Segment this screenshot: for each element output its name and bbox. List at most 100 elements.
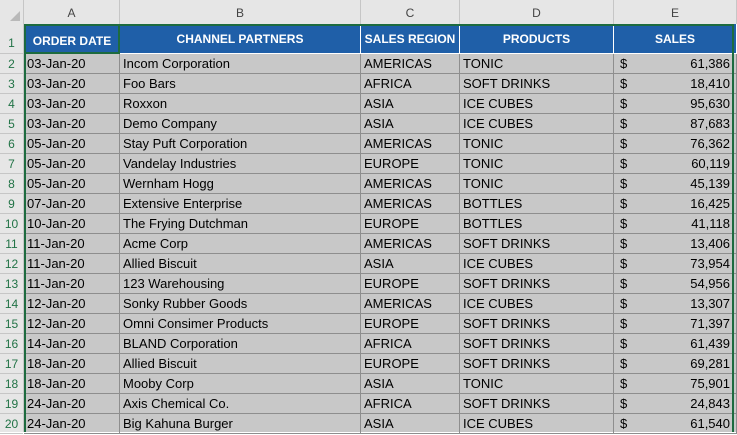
cell-order-date[interactable]: 10-Jan-20 xyxy=(24,214,120,234)
cell-order-date[interactable]: 24-Jan-20 xyxy=(24,394,120,414)
cell-sales[interactable]: $13,307 xyxy=(614,294,737,314)
cell-sales-region[interactable]: AFRICA xyxy=(361,394,460,414)
cell-order-date[interactable]: 11-Jan-20 xyxy=(24,254,120,274)
cell-sales-region[interactable]: ASIA xyxy=(361,94,460,114)
header-sales-region[interactable]: SALES REGION xyxy=(361,24,460,54)
cell-sales[interactable]: $71,397 xyxy=(614,314,737,334)
row-header[interactable]: 2 xyxy=(0,54,23,74)
cell-sales-region[interactable]: AMERICAS xyxy=(361,54,460,74)
row-header[interactable]: 19 xyxy=(0,394,23,414)
cell-sales[interactable]: $61,540 xyxy=(614,414,737,434)
row-header[interactable]: 6 xyxy=(0,134,23,154)
cell-sales-region[interactable]: EUROPE xyxy=(361,314,460,334)
row-header[interactable]: 14 xyxy=(0,294,23,314)
cell-product[interactable]: SOFT DRINKS xyxy=(460,394,614,414)
cell-product[interactable]: TONIC xyxy=(460,374,614,394)
cell-sales[interactable]: $45,139 xyxy=(614,174,737,194)
cell-sales-region[interactable]: AMERICAS xyxy=(361,294,460,314)
cell-product[interactable]: TONIC xyxy=(460,54,614,74)
cell-channel-partner[interactable]: Allied Biscuit xyxy=(120,354,361,374)
row-header[interactable]: 13 xyxy=(0,274,23,294)
cell-sales[interactable]: $95,630 xyxy=(614,94,737,114)
cell-sales-region[interactable]: AMERICAS xyxy=(361,194,460,214)
cell-sales-region[interactable]: ASIA xyxy=(361,374,460,394)
cell-channel-partner[interactable]: Foo Bars xyxy=(120,74,361,94)
cell-channel-partner[interactable]: Vandelay Industries xyxy=(120,154,361,174)
row-header[interactable]: 10 xyxy=(0,214,23,234)
cell-channel-partner[interactable]: Axis Chemical Co. xyxy=(120,394,361,414)
row-header[interactable]: 1 xyxy=(0,24,23,54)
cell-product[interactable]: SOFT DRINKS xyxy=(460,334,614,354)
row-header[interactable]: 4 xyxy=(0,94,23,114)
cell-order-date[interactable]: 05-Jan-20 xyxy=(24,174,120,194)
row-header[interactable]: 12 xyxy=(0,254,23,274)
cell-channel-partner[interactable]: Roxxon xyxy=(120,94,361,114)
cell-sales[interactable]: $54,956 xyxy=(614,274,737,294)
header-order-date[interactable]: ORDER DATE xyxy=(24,24,120,54)
cell-product[interactable]: TONIC xyxy=(460,174,614,194)
cell-product[interactable]: ICE CUBES xyxy=(460,294,614,314)
cell-product[interactable]: SOFT DRINKS xyxy=(460,354,614,374)
cell-order-date[interactable]: 03-Jan-20 xyxy=(24,94,120,114)
cell-sales[interactable]: $76,362 xyxy=(614,134,737,154)
cell-product[interactable]: TONIC xyxy=(460,154,614,174)
cell-channel-partner[interactable]: Extensive Enterprise xyxy=(120,194,361,214)
cell-sales[interactable]: $16,425 xyxy=(614,194,737,214)
cell-order-date[interactable]: 18-Jan-20 xyxy=(24,374,120,394)
cell-order-date[interactable]: 03-Jan-20 xyxy=(24,54,120,74)
cell-product[interactable]: SOFT DRINKS xyxy=(460,314,614,334)
row-header[interactable]: 16 xyxy=(0,334,23,354)
cell-channel-partner[interactable]: 123 Warehousing xyxy=(120,274,361,294)
cell-sales[interactable]: $61,386 xyxy=(614,54,737,74)
header-sales[interactable]: SALES xyxy=(614,24,737,54)
row-header[interactable]: 20 xyxy=(0,414,23,434)
cell-product[interactable]: ICE CUBES xyxy=(460,414,614,434)
row-header[interactable]: 7 xyxy=(0,154,23,174)
cell-product[interactable]: SOFT DRINKS xyxy=(460,274,614,294)
row-header[interactable]: 11 xyxy=(0,234,23,254)
cell-channel-partner[interactable]: Mooby Corp xyxy=(120,374,361,394)
row-header[interactable]: 18 xyxy=(0,374,23,394)
select-all-corner[interactable] xyxy=(0,0,24,24)
cell-product[interactable]: ICE CUBES xyxy=(460,94,614,114)
cell-channel-partner[interactable]: Sonky Rubber Goods xyxy=(120,294,361,314)
cell-sales-region[interactable]: ASIA xyxy=(361,414,460,434)
cell-channel-partner[interactable]: Allied Biscuit xyxy=(120,254,361,274)
cell-order-date[interactable]: 24-Jan-20 xyxy=(24,414,120,434)
column-header-a[interactable]: A xyxy=(24,0,120,24)
cell-sales-region[interactable]: AMERICAS xyxy=(361,174,460,194)
cell-sales-region[interactable]: AFRICA xyxy=(361,334,460,354)
column-header-b[interactable]: B xyxy=(120,0,361,24)
row-header[interactable]: 5 xyxy=(0,114,23,134)
cell-sales-region[interactable]: AFRICA xyxy=(361,74,460,94)
cell-order-date[interactable]: 14-Jan-20 xyxy=(24,334,120,354)
cell-product[interactable]: SOFT DRINKS xyxy=(460,234,614,254)
cell-sales-region[interactable]: EUROPE xyxy=(361,214,460,234)
cell-channel-partner[interactable]: Incom Corporation xyxy=(120,54,361,74)
cell-channel-partner[interactable]: Stay Puft Corporation xyxy=(120,134,361,154)
cell-channel-partner[interactable]: BLAND Corporation xyxy=(120,334,361,354)
row-header[interactable]: 9 xyxy=(0,194,23,214)
cell-order-date[interactable]: 12-Jan-20 xyxy=(24,314,120,334)
cell-channel-partner[interactable]: Big Kahuna Burger xyxy=(120,414,361,434)
cell-order-date[interactable]: 07-Jan-20 xyxy=(24,194,120,214)
cell-product[interactable]: ICE CUBES xyxy=(460,114,614,134)
cell-order-date[interactable]: 05-Jan-20 xyxy=(24,134,120,154)
cell-order-date[interactable]: 05-Jan-20 xyxy=(24,154,120,174)
cell-sales-region[interactable]: AMERICAS xyxy=(361,134,460,154)
cell-order-date[interactable]: 11-Jan-20 xyxy=(24,234,120,254)
cell-sales[interactable]: $41,118 xyxy=(614,214,737,234)
cell-sales-region[interactable]: AMERICAS xyxy=(361,234,460,254)
row-header[interactable]: 15 xyxy=(0,314,23,334)
cell-product[interactable]: TONIC xyxy=(460,134,614,154)
cell-order-date[interactable]: 18-Jan-20 xyxy=(24,354,120,374)
cell-sales[interactable]: $61,439 xyxy=(614,334,737,354)
cell-sales[interactable]: $75,901 xyxy=(614,374,737,394)
cell-product[interactable]: BOTTLES xyxy=(460,194,614,214)
cell-sales-region[interactable]: EUROPE xyxy=(361,274,460,294)
cell-sales[interactable]: $73,954 xyxy=(614,254,737,274)
cell-product[interactable]: BOTTLES xyxy=(460,214,614,234)
header-products[interactable]: PRODUCTS xyxy=(460,24,614,54)
cell-order-date[interactable]: 03-Jan-20 xyxy=(24,74,120,94)
cell-order-date[interactable]: 11-Jan-20 xyxy=(24,274,120,294)
